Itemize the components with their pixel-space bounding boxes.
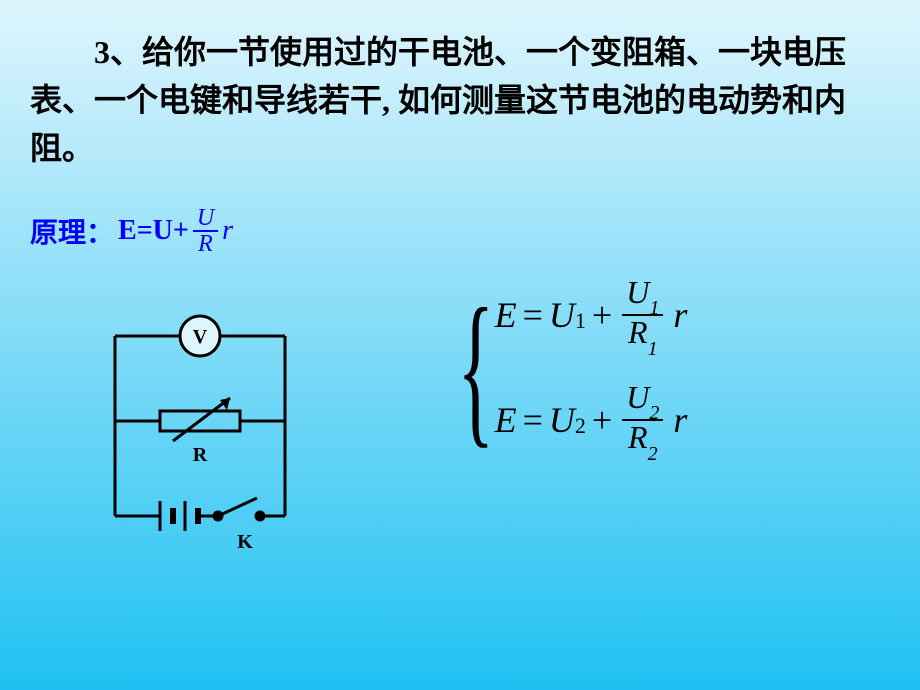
principle-fraction: U R bbox=[193, 206, 218, 256]
eq2-fraction: U2 R2 bbox=[622, 381, 663, 460]
eq1-fraction: U1 R1 bbox=[622, 276, 663, 355]
equation-line-2: E = U2 + U2 R2 r bbox=[495, 381, 688, 460]
question-text: 3、给你一节使用过的干电池、一个变阻箱、一块电压表、一个电键和导线若干, 如何测… bbox=[30, 28, 890, 172]
switch-label: K bbox=[237, 531, 253, 553]
eq1-Usub: 1 bbox=[575, 308, 586, 334]
eq1-plus: + bbox=[592, 294, 612, 336]
equation-lines: E = U1 + U1 R1 r E = U2 + bbox=[495, 276, 688, 460]
circuit-diagram: V R K bbox=[85, 296, 315, 571]
eq2-E: E bbox=[495, 399, 517, 441]
equation-line-1: E = U1 + U1 R1 r bbox=[495, 276, 688, 355]
principle-suffix: r bbox=[222, 215, 233, 247]
eq1-frac-den: R1 bbox=[624, 316, 662, 354]
slide-content: 3、给你一节使用过的干电池、一个变阻箱、一块电压表、一个电键和导线若干, 如何测… bbox=[0, 0, 920, 599]
eq1-r: r bbox=[673, 294, 687, 336]
equation-system: { E = U1 + U1 R1 r E = U2 bbox=[435, 276, 687, 460]
eq2-Usub: 2 bbox=[575, 413, 586, 439]
principle-formula: 原理： E=U+ U R r bbox=[30, 206, 890, 256]
frac-denominator: R bbox=[194, 232, 217, 256]
eq1-E: E bbox=[495, 294, 517, 336]
eq1-frac-num: U1 bbox=[622, 276, 663, 314]
eq2-frac-den: R2 bbox=[624, 421, 662, 459]
lower-section: V R K { E = U1 + U1 R1 r bbox=[30, 286, 890, 571]
voltmeter-label: V bbox=[193, 326, 208, 348]
frac-numerator: U bbox=[193, 206, 218, 230]
eq2-frac-num: U2 bbox=[622, 381, 663, 419]
eq1-U: U bbox=[549, 294, 575, 336]
resistor-label: R bbox=[193, 444, 208, 466]
principle-label: 原理： bbox=[30, 211, 114, 251]
eq2-U: U bbox=[549, 399, 575, 441]
eq2-equals: = bbox=[523, 399, 543, 441]
eq2-r: r bbox=[673, 399, 687, 441]
left-brace: { bbox=[457, 296, 494, 441]
circuit-svg: V R K bbox=[85, 296, 315, 566]
principle-prefix: E=U+ bbox=[118, 215, 189, 247]
eq2-plus: + bbox=[592, 399, 612, 441]
eq1-equals: = bbox=[523, 294, 543, 336]
